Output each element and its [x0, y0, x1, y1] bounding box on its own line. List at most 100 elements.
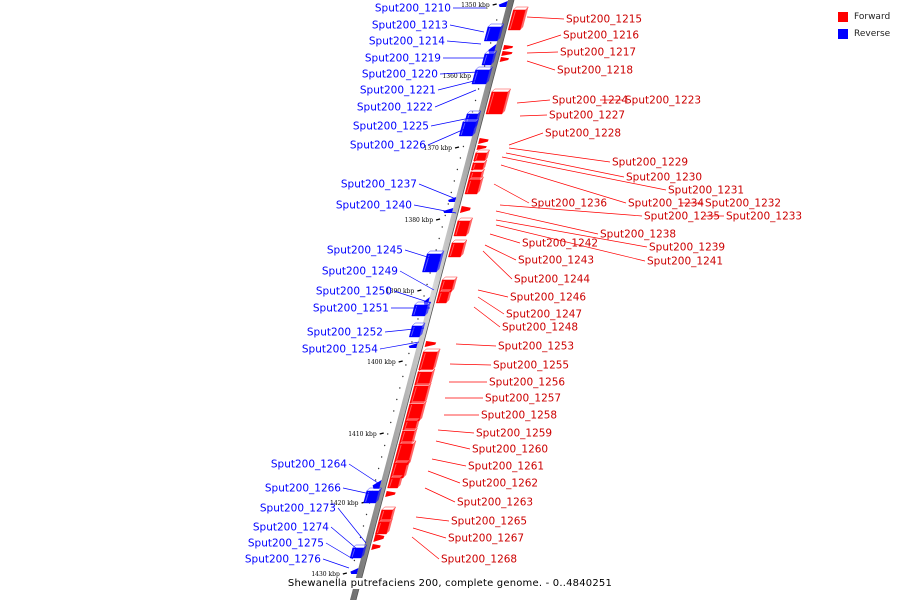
gene-arrow[interactable] — [498, 1, 508, 7]
forward-gene-label[interactable]: Sput200_1256 — [489, 377, 565, 389]
forward-gene-feature[interactable] — [409, 382, 432, 404]
forward-gene-label[interactable]: Sput200_1246 — [510, 292, 586, 304]
reverse-gene-label[interactable]: Sput200_1266 — [265, 483, 341, 495]
forward-gene-label[interactable]: Sput200_1265 — [451, 516, 527, 528]
forward-gene-feature[interactable] — [402, 417, 421, 431]
forward-gene-label[interactable]: Sput200_1263 — [457, 497, 533, 509]
reverse-gene-label[interactable]: Sput200_1214 — [369, 36, 445, 48]
forward-gene-label[interactable]: Sput200_1236 — [531, 198, 607, 210]
gene-arrow[interactable] — [476, 145, 487, 150]
gene-arrow[interactable] — [385, 491, 396, 497]
forward-gene-label[interactable]: Sput200_1268 — [441, 554, 517, 566]
reverse-gene-feature[interactable] — [498, 1, 508, 7]
forward-gene-feature[interactable] — [435, 288, 453, 304]
reverse-gene-label[interactable]: Sput200_1245 — [327, 245, 403, 257]
forward-gene-label[interactable]: Sput200_1217 — [560, 47, 636, 59]
forward-gene-feature[interactable] — [468, 168, 486, 181]
gene-features[interactable] — [349, 1, 529, 574]
reverse-gene-feature[interactable] — [349, 544, 368, 559]
forward-gene-label[interactable]: Sput200_1239 — [649, 242, 725, 254]
reverse-gene-label[interactable]: Sput200_1251 — [313, 303, 389, 315]
forward-gene-label[interactable]: Sput200_1243 — [518, 255, 594, 267]
forward-gene-label[interactable]: Sput200_1215 — [566, 14, 642, 26]
forward-gene-feature[interactable] — [424, 341, 437, 347]
reverse-gene-feature[interactable] — [423, 297, 430, 305]
forward-gene-label[interactable]: Sput200_1223 — [625, 95, 701, 107]
forward-gene-label[interactable]: Sput200_1229 — [612, 157, 688, 169]
forward-gene-label[interactable]: Sput200_1258 — [481, 410, 557, 422]
forward-gene-feature[interactable] — [373, 534, 385, 542]
forward-gene-feature[interactable] — [459, 206, 471, 213]
forward-gene-feature[interactable] — [389, 459, 411, 479]
forward-gene-feature[interactable] — [473, 149, 491, 162]
reverse-gene-label[interactable]: Sput200_1226 — [350, 140, 426, 152]
forward-gene-label[interactable]: Sput200_1238 — [600, 229, 676, 241]
gene-arrow[interactable] — [488, 44, 497, 54]
forward-gene-feature[interactable] — [404, 400, 428, 422]
reverse-gene-feature[interactable] — [408, 343, 418, 348]
forward-gene-label[interactable]: Sput200_1234 — [628, 198, 704, 210]
forward-gene-feature[interactable] — [502, 45, 514, 50]
forward-gene-feature[interactable] — [476, 145, 487, 150]
forward-gene-feature[interactable] — [387, 474, 404, 489]
forward-gene-label[interactable]: Sput200_1242 — [522, 238, 598, 250]
reverse-gene-label[interactable]: Sput200_1274 — [253, 522, 329, 534]
forward-gene-label[interactable]: Sput200_1267 — [448, 533, 524, 545]
reverse-gene-label[interactable]: Sput200_1213 — [372, 20, 448, 32]
forward-gene-feature[interactable] — [418, 348, 441, 371]
forward-gene-feature[interactable] — [478, 138, 489, 144]
reverse-gene-label[interactable]: Sput200_1250 — [316, 286, 392, 298]
reverse-gene-label[interactable]: Sput200_1225 — [353, 121, 429, 133]
reverse-gene-label[interactable]: Sput200_1275 — [248, 538, 324, 550]
gene-arrow[interactable] — [424, 341, 437, 347]
forward-gene-feature[interactable] — [448, 239, 468, 258]
reverse-gene-feature[interactable] — [488, 44, 497, 54]
forward-gene-label[interactable]: Sput200_1228 — [545, 128, 621, 140]
reverse-gene-label[interactable]: Sput200_1273 — [260, 503, 336, 515]
gene-labels[interactable]: Sput200_1210 Sput200_1213 Sput200_1214 Sput… — [245, 3, 802, 566]
reverse-gene-label[interactable]: Sput200_1219 — [365, 53, 441, 65]
reverse-gene-feature[interactable] — [458, 118, 480, 137]
reverse-gene-label[interactable]: Sput200_1240 — [336, 200, 412, 212]
forward-gene-label[interactable]: Sput200_1241 — [647, 256, 723, 268]
reverse-gene-feature[interactable] — [483, 23, 505, 42]
gene-arrow[interactable] — [501, 51, 513, 56]
forward-gene-label[interactable]: Sput200_1257 — [485, 393, 561, 405]
reverse-gene-label[interactable]: Sput200_1221 — [360, 85, 436, 97]
reverse-gene-label[interactable]: Sput200_1254 — [302, 344, 378, 356]
reverse-gene-feature[interactable] — [471, 66, 494, 85]
forward-gene-feature[interactable] — [507, 6, 529, 31]
reverse-gene-label[interactable]: Sput200_1249 — [322, 266, 398, 278]
forward-gene-feature[interactable] — [375, 518, 394, 535]
reverse-gene-feature[interactable] — [363, 487, 383, 504]
forward-gene-label[interactable]: Sput200_1235 — [644, 211, 720, 223]
forward-gene-label[interactable]: Sput200_1259 — [476, 428, 552, 440]
forward-gene-feature[interactable] — [453, 217, 474, 237]
forward-gene-label[interactable]: Sput200_1247 — [506, 309, 582, 321]
reverse-gene-feature[interactable] — [372, 480, 382, 489]
forward-gene-label[interactable]: Sput200_1232 — [705, 198, 781, 210]
gene-arrow[interactable] — [350, 568, 359, 574]
forward-gene-label[interactable]: Sput200_1233 — [726, 211, 802, 223]
gene-arrow[interactable] — [372, 480, 382, 489]
forward-gene-label[interactable]: Sput200_1248 — [502, 322, 578, 334]
reverse-gene-label[interactable]: Sput200_1222 — [357, 102, 433, 114]
gene-arrow[interactable] — [478, 138, 489, 144]
gene-arrow[interactable] — [423, 297, 430, 305]
reverse-gene-label[interactable]: Sput200_1220 — [362, 69, 438, 81]
forward-gene-feature[interactable] — [385, 491, 396, 497]
gene-arrow[interactable] — [502, 45, 514, 50]
forward-gene-label[interactable]: Sput200_1260 — [472, 444, 548, 456]
forward-gene-feature[interactable] — [398, 427, 418, 446]
reverse-gene-label[interactable]: Sput200_1252 — [307, 327, 383, 339]
forward-gene-label[interactable]: Sput200_1230 — [626, 172, 702, 184]
forward-gene-feature[interactable] — [371, 544, 381, 550]
reverse-gene-feature[interactable] — [350, 568, 359, 574]
forward-gene-feature[interactable] — [501, 51, 513, 56]
forward-gene-label[interactable]: Sput200_1244 — [514, 274, 590, 286]
forward-gene-label[interactable]: Sput200_1261 — [468, 461, 544, 473]
gene-arrow[interactable] — [499, 57, 509, 62]
reverse-gene-label[interactable]: Sput200_1210 — [375, 3, 451, 15]
forward-gene-label[interactable]: Sput200_1227 — [549, 110, 625, 122]
